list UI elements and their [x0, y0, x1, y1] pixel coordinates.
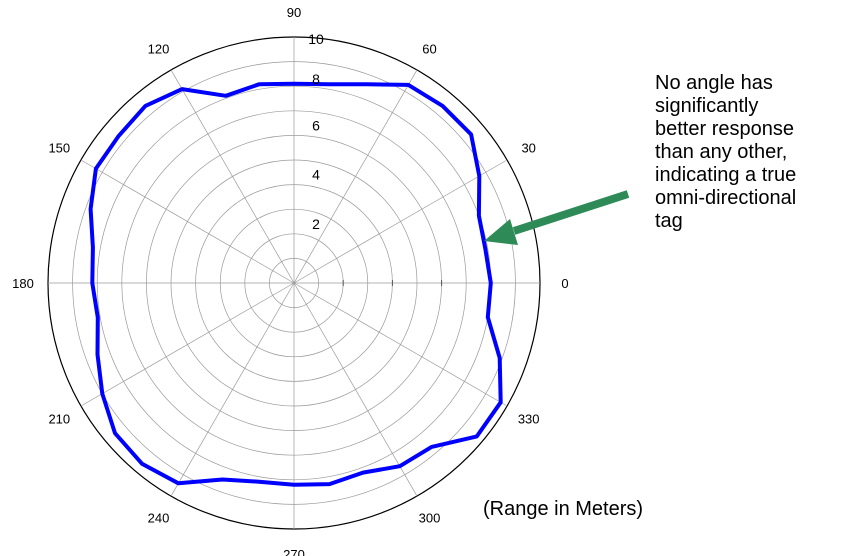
data-point [487, 316, 489, 318]
data-point [470, 133, 472, 135]
data-point [225, 95, 227, 97]
data-point [101, 393, 103, 395]
data-point [431, 446, 433, 448]
data-point [499, 357, 501, 359]
data-point [221, 478, 223, 480]
radial-tick-label: 10 [308, 31, 324, 47]
grid-spoke [80, 159, 295, 284]
angle-tick-label: 90 [287, 5, 301, 20]
data-point [478, 175, 480, 177]
data-point [478, 215, 480, 217]
grid-spoke [293, 69, 418, 284]
data-point [399, 465, 401, 467]
angle-tick-label: 240 [148, 511, 170, 526]
data-point [114, 432, 116, 434]
polar-grid [47, 36, 541, 530]
angle-tick-label: 0 [561, 276, 568, 291]
annotation-text: No angle has significantly better respon… [655, 72, 797, 232]
angle-tick-label: 30 [521, 141, 535, 156]
data-point [92, 247, 94, 249]
arrow-head [484, 219, 518, 245]
data-point [328, 483, 330, 485]
radial-tick-label: 4 [312, 167, 320, 183]
angle-tick-label: 60 [422, 41, 436, 56]
radial-tick-label: 6 [312, 117, 320, 133]
angle-tick-label: 150 [48, 141, 70, 156]
arrow-shaft [512, 190, 630, 235]
data-point [484, 248, 486, 250]
grid-spoke [80, 282, 295, 407]
data-point [476, 435, 478, 437]
data-point [181, 88, 183, 90]
series-layer [88, 81, 503, 487]
data-point [91, 282, 93, 284]
angle-tick-label: 270 [283, 547, 305, 556]
tick-labels: 2 4 6 8 10 0 30 60 90 120 150 180 210 240 270 300 330 [12, 5, 568, 556]
data-point [118, 135, 120, 137]
data-point [293, 484, 295, 486]
data-point [407, 84, 409, 86]
data-point [141, 463, 143, 465]
grid-spoke [170, 69, 295, 284]
angle-tick-label: 330 [518, 412, 540, 427]
data-point [97, 354, 99, 356]
data-point [97, 317, 99, 319]
angle-tick-label: 180 [12, 276, 34, 291]
data-point [258, 83, 260, 85]
data-point [95, 168, 97, 170]
data-point [144, 105, 146, 107]
grid-spoke [293, 159, 508, 284]
grid-spoke [293, 282, 508, 407]
data-point [258, 481, 260, 483]
data-point [442, 105, 444, 107]
data-point [328, 83, 330, 85]
angle-tick-label: 210 [48, 412, 70, 427]
data-point [365, 83, 367, 85]
units-label: (Range in Meters) [483, 498, 644, 520]
radial-tick-label: 2 [312, 216, 320, 232]
radial-tick-label: 8 [312, 71, 320, 87]
data-point [293, 83, 295, 85]
data-point [490, 282, 492, 284]
data-point [500, 401, 502, 403]
data-point [90, 208, 92, 210]
data-point [362, 472, 364, 474]
angle-tick-label: 300 [419, 511, 441, 526]
angle-tick-label: 120 [148, 41, 170, 56]
grid-spoke [293, 282, 418, 497]
grid-spoke [170, 282, 295, 497]
annotation-arrow [484, 190, 630, 245]
data-point [177, 482, 179, 484]
